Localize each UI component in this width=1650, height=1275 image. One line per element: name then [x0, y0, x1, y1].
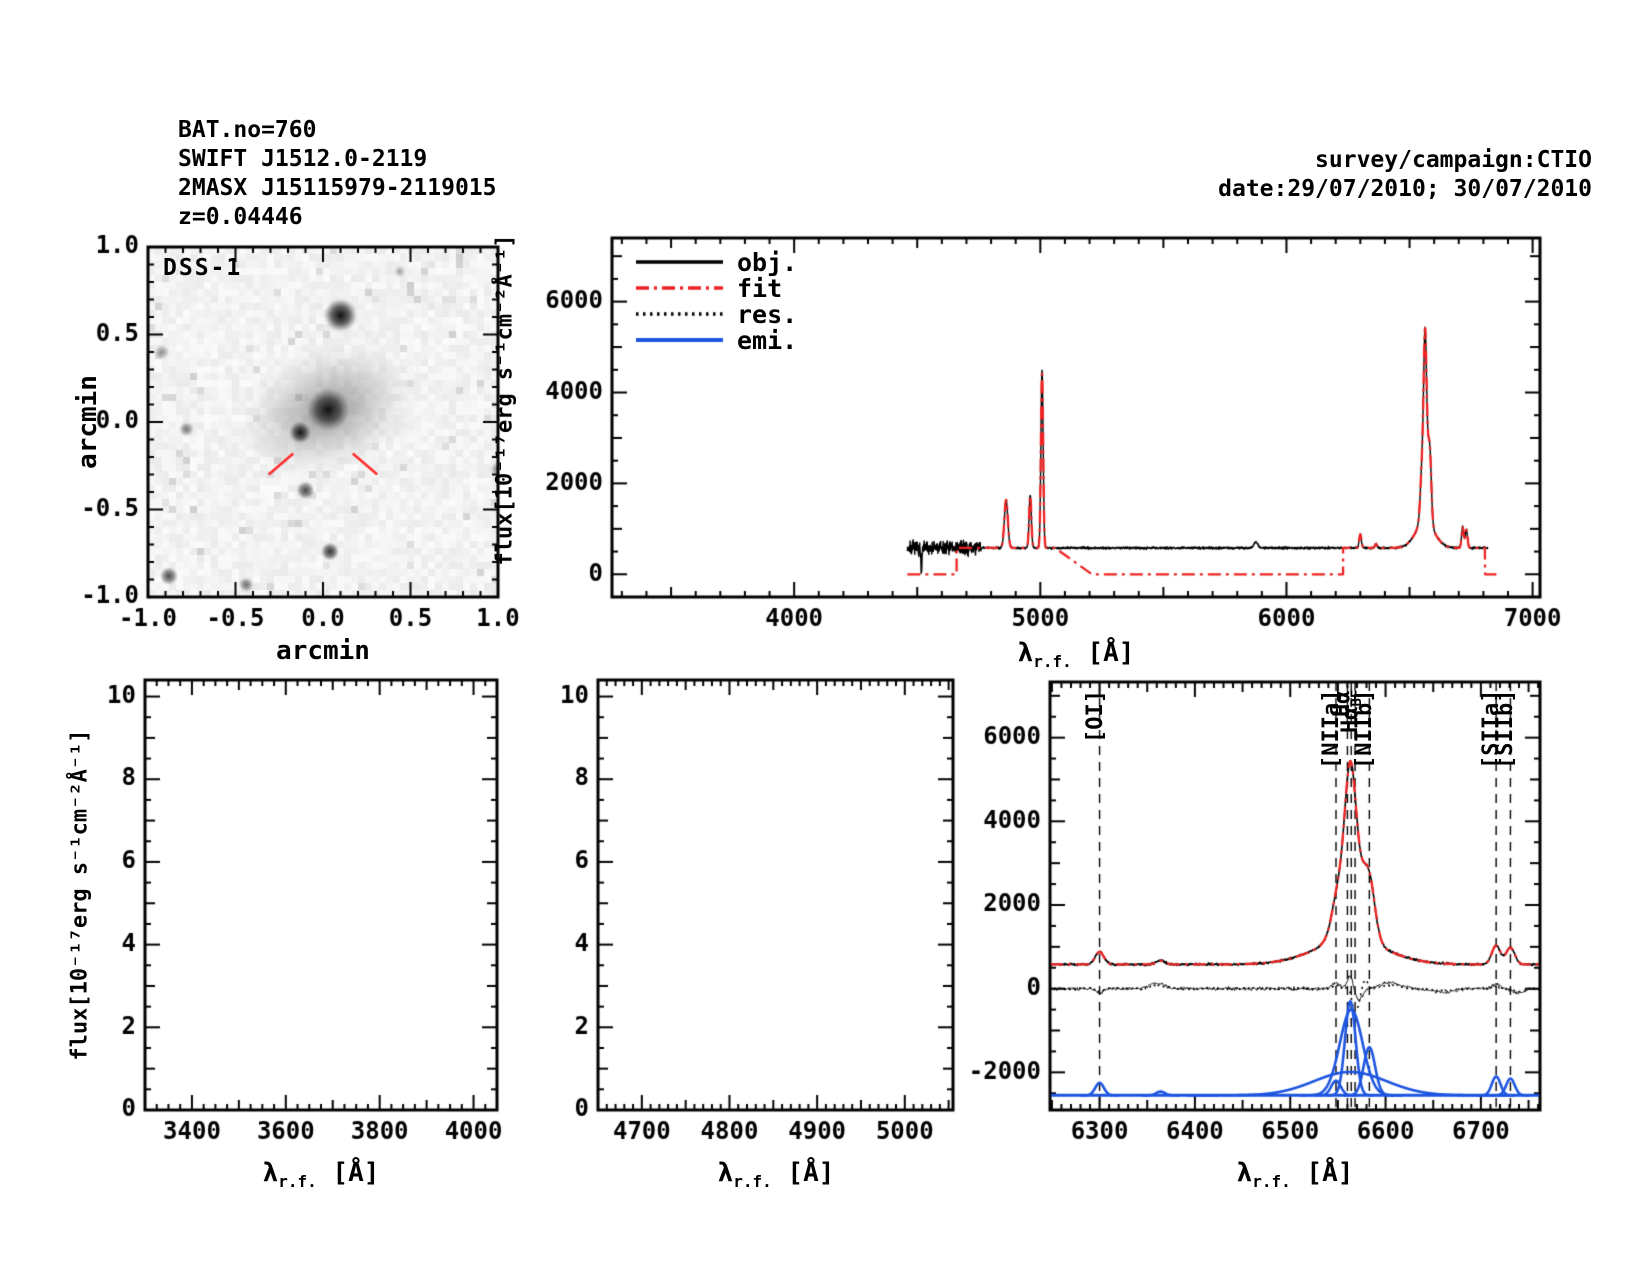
header-observation-info: survey/campaign:CTIO date:29/07/2010; 30… [1218, 146, 1592, 204]
survey-campaign: survey/campaign:CTIO [1315, 147, 1592, 173]
flux-y-axis-label-top: flux[10⁻¹⁷erg s⁻¹cm⁻²Å⁻¹] [492, 234, 518, 566]
header-target-info: BAT.no=760 SWIFT J1512.0-2119 2MASX J151… [178, 116, 497, 232]
dss-y-axis-label: arcmin [73, 375, 103, 469]
target-bat-number: BAT.no=760 [178, 117, 317, 143]
legend-label-emi: emi. [737, 326, 798, 355]
line-marker-label-niib: [NIIb] [1352, 689, 1378, 769]
legend-label-obj: obj. [737, 248, 798, 277]
line-marker-label-oi: [OI] [1082, 690, 1108, 743]
legend-label-res: res. [737, 300, 798, 329]
target-redshift: z=0.04446 [178, 204, 303, 230]
lambda-x-axis-label-spectrum: λr.f. [Å] [1017, 638, 1135, 671]
lambda-x-axis-label-panel1: λr.f. [Å] [262, 1158, 380, 1191]
lambda-x-axis-label-panel2: λr.f. [Å] [717, 1158, 835, 1191]
target-2masx-name: 2MASX J15115979-2119015 [178, 175, 497, 201]
dss-panel-label: DSS-1 [163, 255, 243, 281]
dss-x-axis-label: arcmin [276, 636, 370, 666]
line-marker-label-siib: [SIIb] [1493, 689, 1519, 769]
lambda-x-axis-label-halpha: λr.f. [Å] [1236, 1158, 1354, 1191]
flux-y-axis-label-bottom: flux[10⁻¹⁷erg s⁻¹cm⁻²Å⁻¹] [67, 729, 93, 1061]
observation-dates: date:29/07/2010; 30/07/2010 [1218, 176, 1592, 202]
target-swift-name: SWIFT J1512.0-2119 [178, 146, 428, 172]
legend-label-fit: fit [737, 274, 783, 303]
